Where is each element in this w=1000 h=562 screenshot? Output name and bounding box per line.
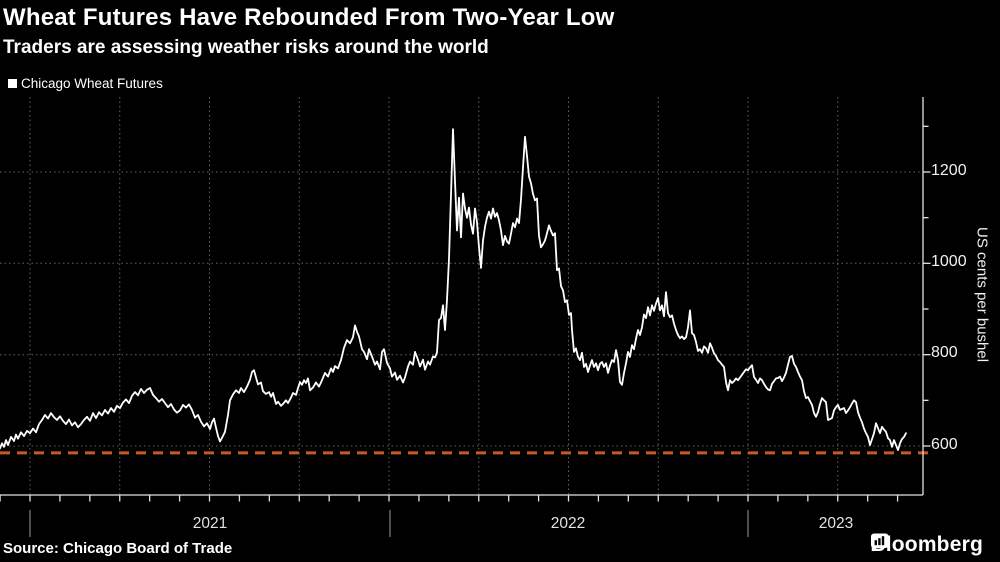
bloomberg-logo: Bloomberg: [870, 533, 990, 557]
y-tick-1200: 1200: [931, 162, 967, 179]
y-tick-600: 600: [931, 436, 958, 453]
chart-title: Wheat Futures Have Rebounded From Two-Ye…: [3, 4, 615, 31]
x-tick-2022: 2022: [550, 515, 586, 532]
x-tick-2023: 2023: [818, 515, 854, 532]
legend: Chicago Wheat Futures: [8, 76, 163, 91]
legend-swatch-icon: [8, 79, 17, 88]
x-tick-2021: 2021: [192, 515, 228, 532]
y-tick-1000: 1000: [931, 253, 967, 270]
legend-label: Chicago Wheat Futures: [21, 76, 163, 91]
chart-subtitle: Traders are assessing weather risks arou…: [3, 37, 489, 58]
bloomberg-wordmark: Bloomberg: [870, 533, 983, 556]
y-axis-title: US cents per bushel: [973, 227, 991, 363]
y-tick-800: 800: [931, 344, 958, 361]
source-credit: Source: Chicago Board of Trade: [3, 540, 233, 557]
